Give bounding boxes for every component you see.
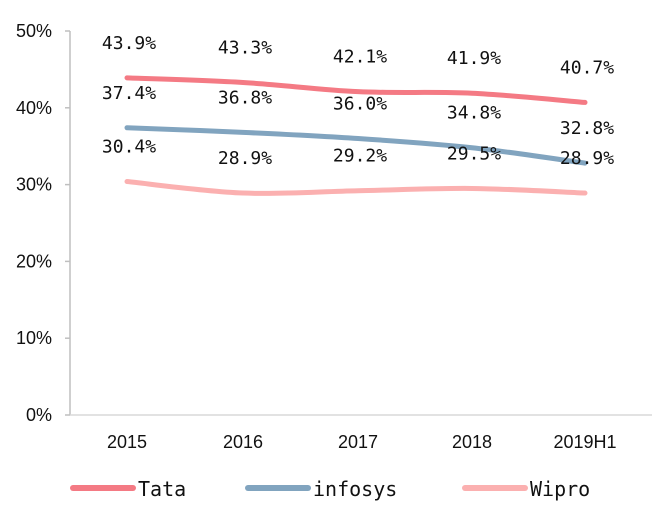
- data-label: 36.0%: [333, 94, 387, 115]
- y-tick-label: 10%: [16, 328, 52, 348]
- y-tick-label: 30%: [16, 175, 52, 195]
- series-line-wipro: [124, 179, 588, 196]
- x-tick-label: 2019H1: [553, 432, 616, 452]
- y-tick-label: 40%: [16, 98, 52, 118]
- legend-label: Wipro: [530, 477, 590, 501]
- data-label: 34.8%: [447, 103, 501, 124]
- data-label: 28.9%: [560, 148, 614, 169]
- y-tick-label: 0%: [26, 405, 52, 425]
- x-tick-label: 2015: [107, 432, 147, 452]
- data-label: 42.1%: [333, 47, 387, 68]
- data-label: 37.4%: [102, 83, 156, 104]
- y-tick-label: 50%: [16, 21, 52, 41]
- data-label: 32.8%: [560, 118, 614, 139]
- data-label: 36.8%: [218, 87, 272, 108]
- data-label: 28.9%: [218, 148, 272, 169]
- data-label: 30.4%: [102, 137, 156, 158]
- data-label: 29.5%: [447, 143, 501, 164]
- data-label: 41.9%: [447, 48, 501, 69]
- x-tick-label: 2017: [338, 432, 378, 452]
- data-label: 43.9%: [102, 33, 156, 54]
- data-label: 29.2%: [333, 146, 387, 167]
- x-tick-label: 2016: [223, 432, 263, 452]
- data-label: 43.3%: [218, 37, 272, 58]
- data-label: 40.7%: [560, 57, 614, 78]
- series-line-tata: [124, 75, 588, 105]
- legend-label: infosys: [313, 477, 397, 501]
- series-line-infosys: [124, 125, 588, 166]
- x-tick-label: 2018: [452, 432, 492, 452]
- y-tick-label: 20%: [16, 251, 52, 271]
- legend-label: Tata: [138, 477, 186, 501]
